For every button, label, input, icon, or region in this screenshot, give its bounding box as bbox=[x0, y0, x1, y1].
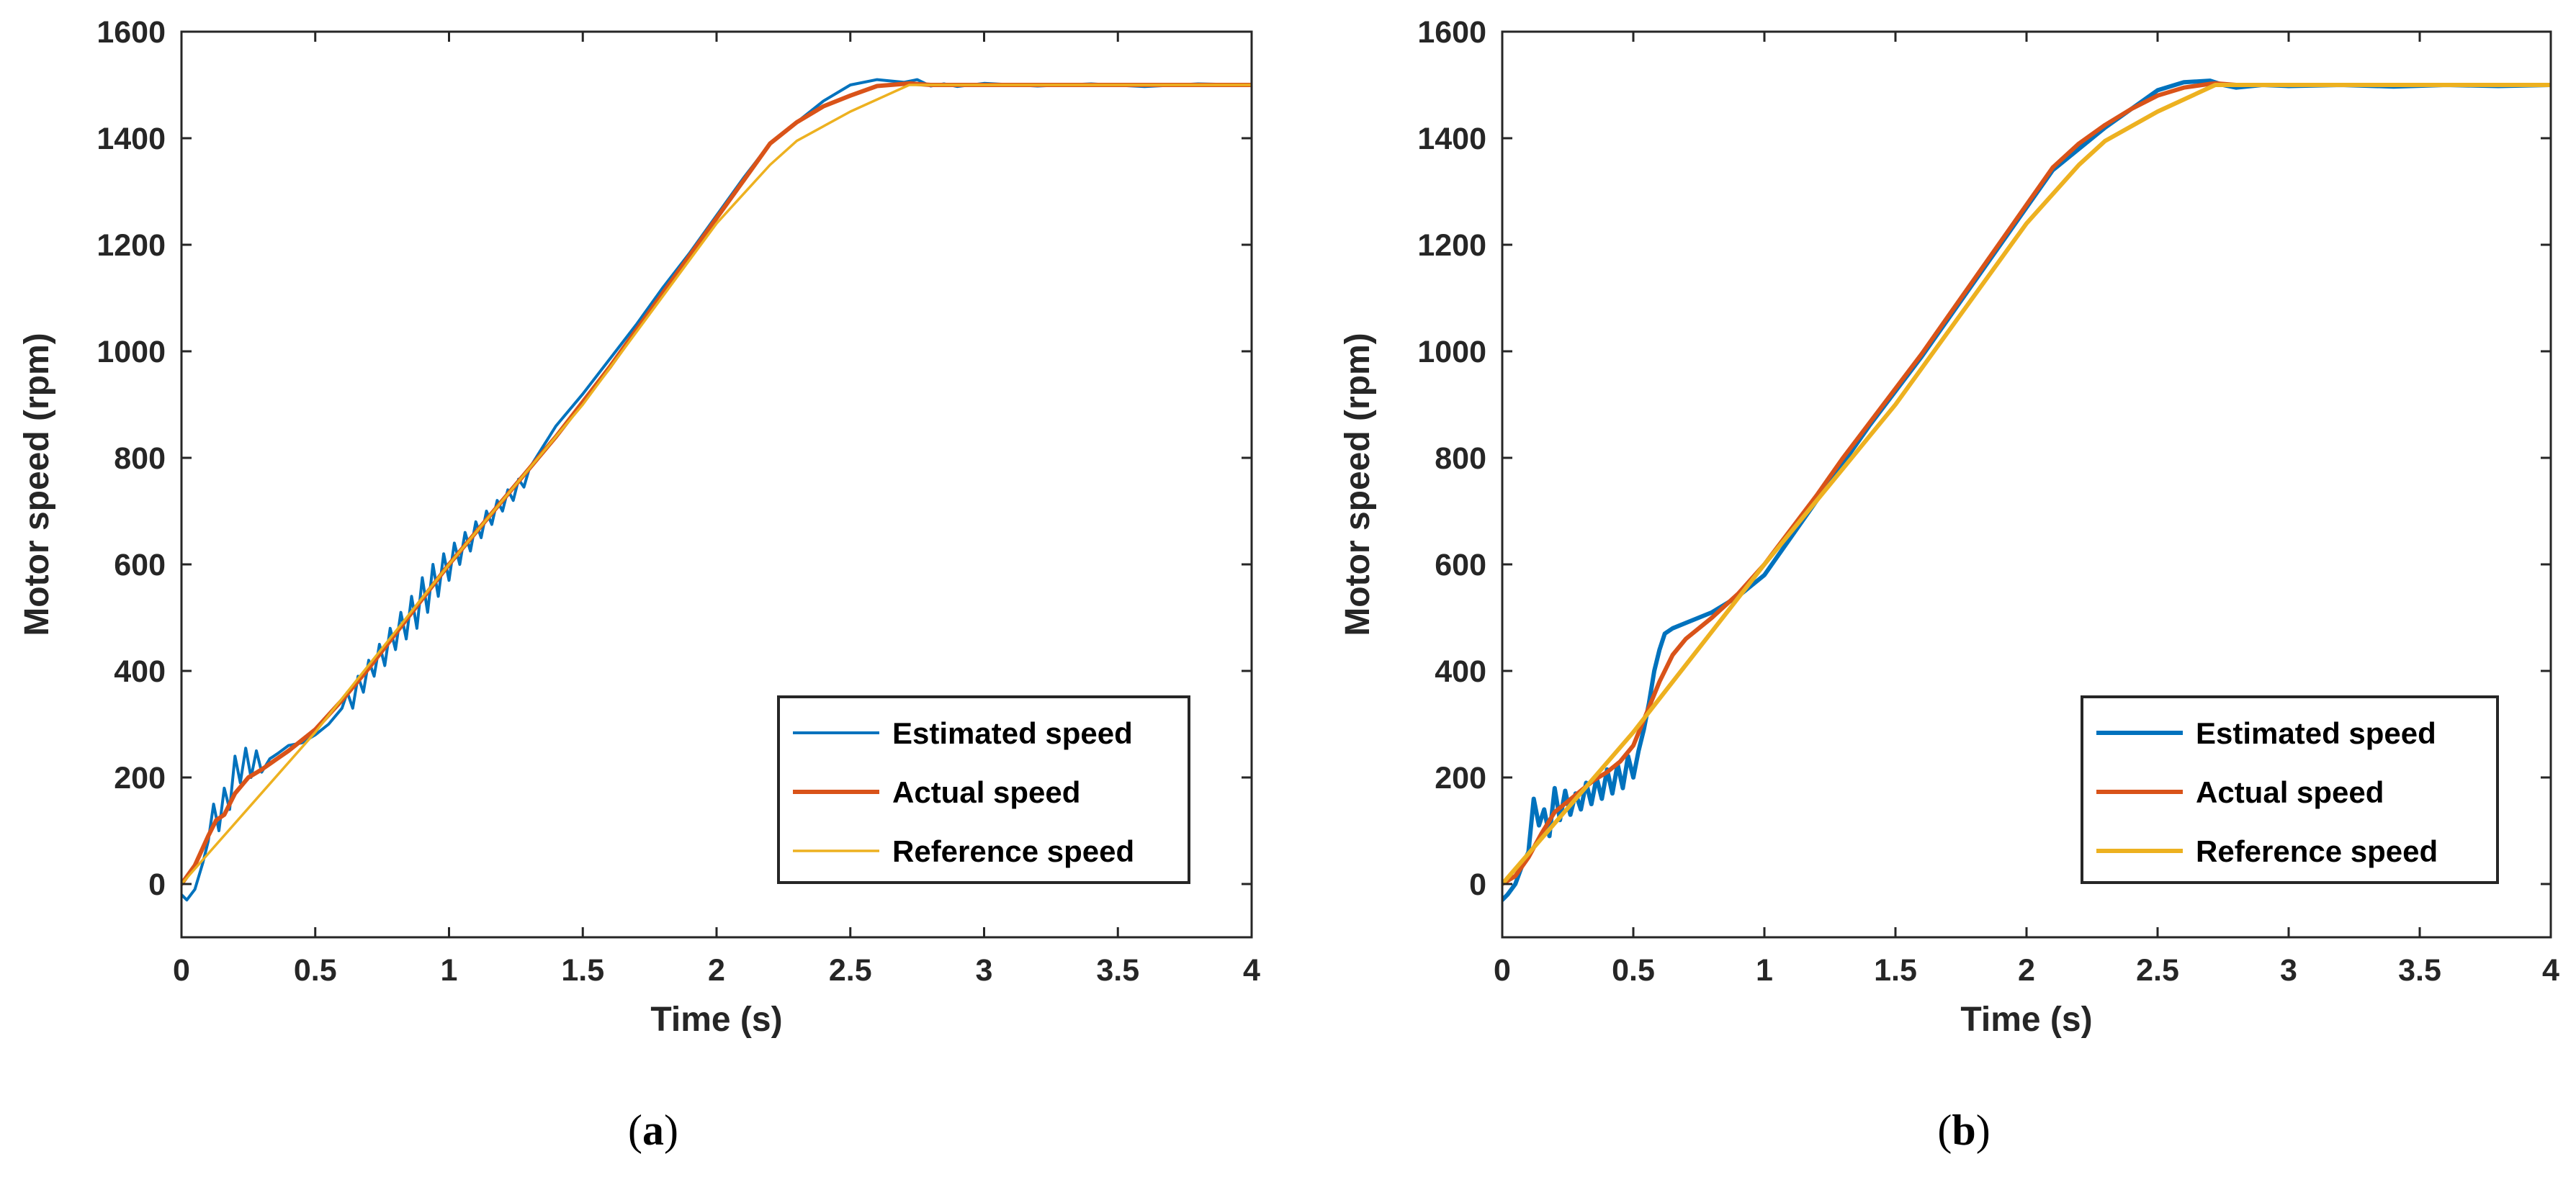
legend: Estimated speed Actual speed Reference spe… bbox=[777, 695, 1190, 884]
legend-label-estimated-speed: Estimated speed bbox=[2196, 716, 2436, 750]
y-tick-label: 200 bbox=[1435, 761, 1486, 795]
x-tick-label: 4 bbox=[2542, 953, 2559, 988]
series-group bbox=[181, 78, 1252, 902]
y-tick-label: 800 bbox=[114, 441, 166, 476]
y-axis-label: Motor speed (rpm) bbox=[1339, 333, 1377, 636]
y-tick-label: 0 bbox=[148, 867, 166, 902]
x-tick-label: 1.5 bbox=[561, 953, 604, 988]
x-tick-label: 0.5 bbox=[294, 953, 337, 988]
x-axis-label: Time (s) bbox=[1960, 1001, 2092, 1039]
panel-caption-close: ) bbox=[1976, 1106, 1991, 1154]
x-tick-label: 3.5 bbox=[2398, 953, 2441, 988]
series-line-reference-speed bbox=[1502, 83, 2551, 886]
panel-caption: (b) bbox=[1937, 1106, 1990, 1154]
y-tick-label: 600 bbox=[114, 548, 166, 582]
x-tick-label: 2 bbox=[2018, 953, 2035, 988]
x-tick-label: 3 bbox=[976, 953, 993, 988]
legend-label-reference-speed: Reference speed bbox=[2196, 834, 2438, 868]
x-tick-label: 2.5 bbox=[2136, 953, 2179, 988]
x-tick-label: 0.5 bbox=[1612, 953, 1655, 988]
y-tick-label: 800 bbox=[1435, 441, 1486, 476]
x-tick-label: 3 bbox=[2280, 953, 2297, 988]
x-tick-label: 4 bbox=[1243, 953, 1260, 988]
x-tick-label: 1 bbox=[1756, 953, 1773, 988]
series-group bbox=[1502, 78, 2551, 903]
y-tick-label: 1000 bbox=[1417, 335, 1486, 369]
y-tick-label: 200 bbox=[114, 761, 166, 795]
x-tick-label: 2.5 bbox=[829, 953, 872, 988]
legend-label-estimated-speed: Estimated speed bbox=[892, 716, 1133, 750]
y-tick-label: 400 bbox=[1435, 654, 1486, 689]
series-line-reference-speed bbox=[181, 84, 1252, 885]
x-tick-label: 0 bbox=[173, 953, 190, 988]
panel-caption: (a) bbox=[628, 1106, 678, 1154]
series-line-estimated-speed bbox=[1502, 78, 2551, 903]
legend: Estimated speed Actual speed Reference spe… bbox=[2081, 695, 2499, 884]
y-tick-label: 1400 bbox=[1417, 122, 1486, 156]
panel-caption-close: ) bbox=[664, 1106, 678, 1154]
y-tick-label: 400 bbox=[114, 654, 166, 689]
legend-label-actual-speed: Actual speed bbox=[892, 775, 1080, 809]
x-tick-label: 3.5 bbox=[1096, 953, 1139, 988]
y-axis-label: Motor speed (rpm) bbox=[18, 333, 56, 636]
panel-caption-letter: b bbox=[1952, 1106, 1975, 1154]
x-tick-label: 2 bbox=[708, 953, 725, 988]
y-tick-label: 1600 bbox=[1417, 15, 1486, 50]
y-tick-label: 1000 bbox=[97, 335, 166, 369]
y-tick-label: 1400 bbox=[97, 122, 166, 156]
x-tick-label: 0 bbox=[1494, 953, 1511, 988]
x-axis-label: Time (s) bbox=[650, 1001, 782, 1039]
chart-panel-b: 0 0.5 1 1.5 2 2.5 3 3.5 4 0 200 400 600 800 1000 1200 14… bbox=[1339, 15, 2559, 1154]
y-tick-label: 1200 bbox=[97, 228, 166, 263]
y-tick-label: 1600 bbox=[97, 15, 166, 50]
legend-label-reference-speed: Reference speed bbox=[892, 834, 1134, 868]
chart-panel-a: 0 0.5 1 1.5 2 2.5 3 3.5 4 0 200 400 600 800 1000 1200 14… bbox=[18, 15, 1260, 1154]
panel-caption-open: ( bbox=[1937, 1106, 1952, 1154]
panel-caption-letter: a bbox=[642, 1106, 664, 1154]
x-tick-label: 1 bbox=[441, 953, 458, 988]
x-tick-label: 1.5 bbox=[1874, 953, 1917, 988]
y-tick-label: 0 bbox=[1469, 867, 1486, 902]
y-tick-label: 1200 bbox=[1417, 228, 1486, 263]
y-tick-label: 600 bbox=[1435, 548, 1486, 582]
panel-caption-open: ( bbox=[628, 1106, 642, 1154]
legend-label-actual-speed: Actual speed bbox=[2196, 775, 2384, 809]
